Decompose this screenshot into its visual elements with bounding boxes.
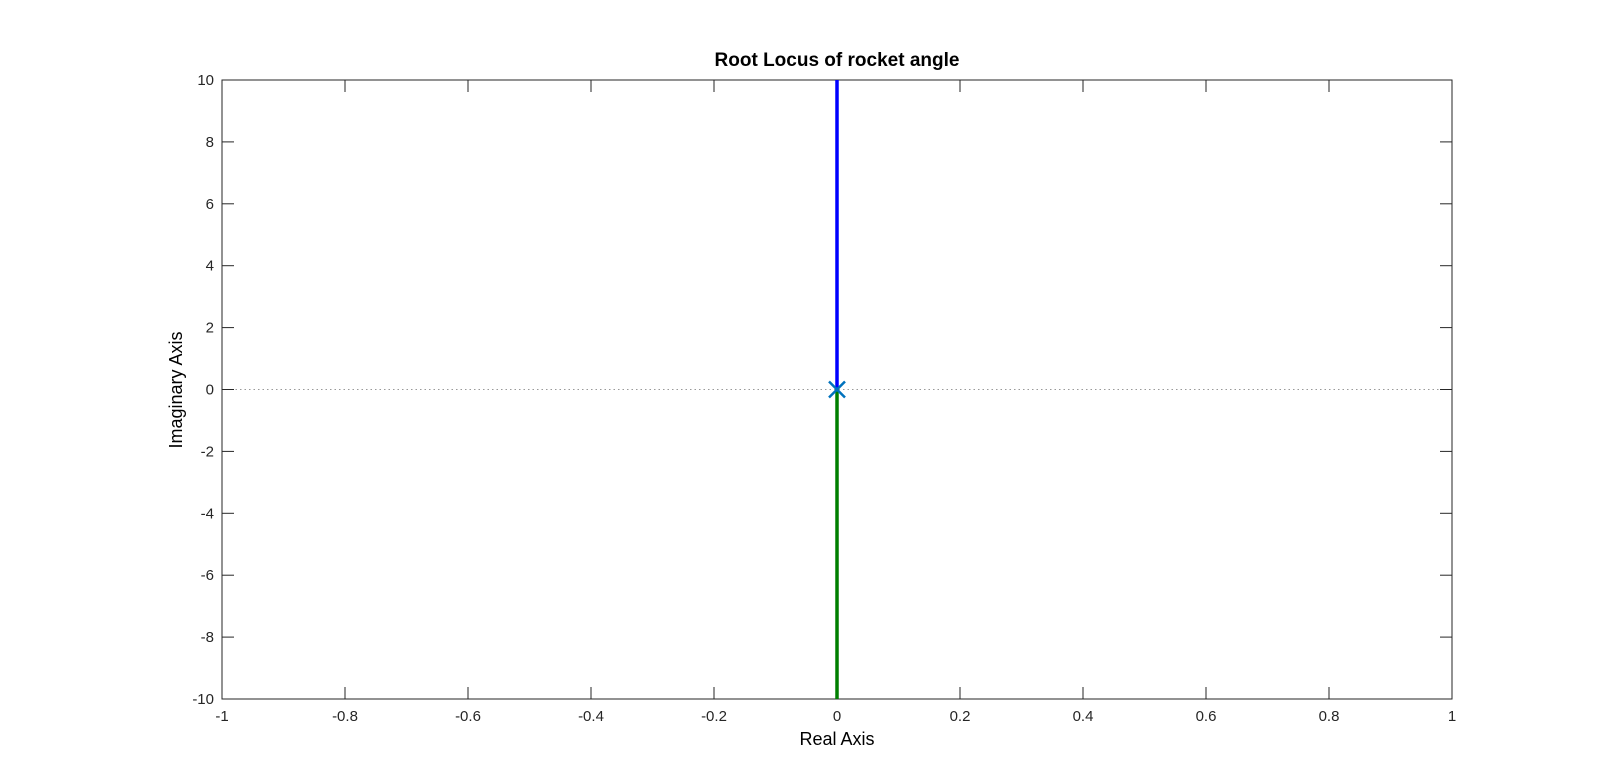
y-tick-label: -8 <box>201 629 214 646</box>
y-axis-label: Imaginary Axis <box>166 331 186 448</box>
chart-title: Root Locus of rocket angle <box>715 50 960 71</box>
x-tick-label: -1 <box>215 708 228 725</box>
x-tick-label: -0.6 <box>455 708 481 725</box>
x-axis-label: Real Axis <box>799 729 874 749</box>
y-tick-label: 6 <box>206 196 214 213</box>
x-tick-label: 1 <box>1448 708 1456 725</box>
x-tick-label: -0.8 <box>332 708 358 725</box>
x-tick-label: 0 <box>833 708 841 725</box>
y-tick-label: -10 <box>192 691 214 708</box>
y-tick-label: 10 <box>197 72 214 89</box>
pole-marker-stroke <box>828 380 846 399</box>
y-tick-label: 0 <box>206 382 214 399</box>
y-tick-label: -6 <box>201 567 214 584</box>
y-tick-label: -2 <box>201 443 214 460</box>
x-tick-label: -0.4 <box>578 708 604 725</box>
y-tick-label: 4 <box>206 258 214 275</box>
x-tick-label: 0.8 <box>1319 708 1340 725</box>
x-tick-label: 0.6 <box>1196 708 1217 725</box>
y-tick-label: 2 <box>206 320 214 337</box>
x-tick-label: -0.2 <box>701 708 727 725</box>
y-tick-label: -4 <box>201 505 214 522</box>
x-tick-label: 0.4 <box>1073 708 1094 725</box>
x-tick-label: 0.2 <box>950 708 971 725</box>
y-tick-label: 8 <box>206 134 214 151</box>
plot-area: -1 -0.8 -0.6 -0.4 -0.2 0 0.2 0.4 0.6 0.8 1 -10 -8 -6 -… <box>192 72 1456 725</box>
pole-marker <box>828 380 846 399</box>
